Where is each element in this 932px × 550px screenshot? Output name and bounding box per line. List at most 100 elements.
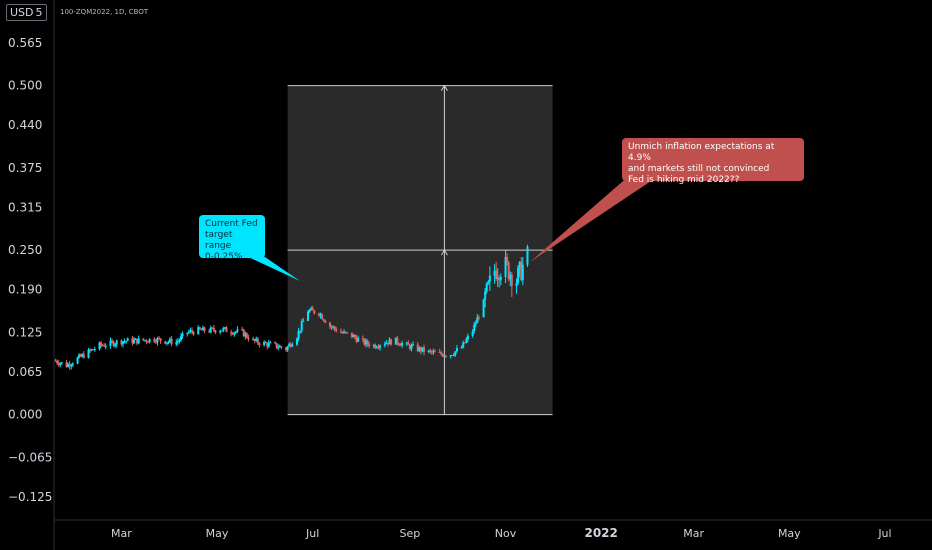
candle-body <box>465 339 468 343</box>
candle-body <box>200 329 203 331</box>
candle-body <box>289 344 292 347</box>
candle-body <box>438 352 441 354</box>
candle-body <box>109 340 112 346</box>
range-box <box>287 84 553 416</box>
candle-body <box>178 340 181 342</box>
candle-body <box>401 343 404 346</box>
currency-unit: 5 <box>35 6 43 19</box>
y-tick-label: −0.125 <box>8 490 52 504</box>
candle-body <box>220 330 223 332</box>
x-tick-label: Sep <box>400 527 421 540</box>
candle-body <box>299 330 302 332</box>
candle-body <box>394 337 397 345</box>
candle-body <box>397 343 400 345</box>
candle-body <box>412 344 415 346</box>
candle-body <box>266 343 269 347</box>
candle-body <box>455 348 458 352</box>
candle-body <box>498 277 501 281</box>
candle-body <box>386 342 389 345</box>
candle-body <box>488 275 491 282</box>
candle-body <box>147 341 150 343</box>
candle-body <box>222 328 225 331</box>
candle-body <box>419 347 422 352</box>
candle-body <box>407 342 410 345</box>
candle-body <box>114 344 117 346</box>
candle-body <box>214 330 217 333</box>
candle-body <box>90 349 93 351</box>
candle-body <box>121 341 124 345</box>
candle-body <box>507 262 510 280</box>
y-tick-label: 0.500 <box>8 79 42 93</box>
candle-body <box>451 355 454 357</box>
candle-body <box>416 344 419 351</box>
candle-body <box>408 344 411 349</box>
candle-body <box>244 333 247 337</box>
candle-body <box>164 341 167 344</box>
candle-body <box>375 347 378 349</box>
candle-body <box>68 363 71 367</box>
candle-body <box>383 343 386 346</box>
candle-body <box>111 340 114 342</box>
unmich-callout[interactable]: Unmich inflation expectations at 4.9% an… <box>622 138 804 185</box>
candle-body <box>280 346 283 348</box>
candle-body <box>201 327 204 331</box>
candle-body <box>267 342 270 347</box>
range-arrow-mid <box>440 249 448 256</box>
candle-body <box>57 363 60 365</box>
candle-body <box>443 355 446 357</box>
candle-body <box>433 351 436 353</box>
candle-body <box>258 343 261 345</box>
candle-body <box>372 344 375 347</box>
candle-body <box>100 342 103 346</box>
y-tick-label: 0.065 <box>8 365 42 379</box>
x-tick-label: Mar <box>683 527 704 540</box>
candle-body <box>319 314 322 316</box>
candle-body <box>300 321 303 331</box>
candle-body <box>65 362 68 368</box>
candle-body <box>98 342 101 349</box>
x-tick-label: Jul <box>305 527 319 540</box>
y-tick-label: 0.190 <box>8 283 42 297</box>
y-tick-label: 0.565 <box>8 36 42 50</box>
candle-body <box>189 330 192 332</box>
fed-target-callout[interactable]: Current Fed target range 0-0,25% <box>199 215 265 262</box>
candle-body <box>252 339 255 341</box>
candle-body <box>219 330 222 333</box>
candle-body <box>302 320 305 322</box>
candle-body <box>352 335 355 338</box>
candle-body <box>167 341 170 343</box>
candle-body <box>423 347 426 352</box>
candle-body <box>509 274 512 280</box>
candle-body <box>87 349 90 358</box>
candle-body <box>59 363 62 365</box>
candle-body <box>198 327 201 330</box>
candle-body <box>374 344 377 348</box>
candle-body <box>432 351 435 353</box>
candle-body <box>344 331 347 333</box>
candle-body <box>187 331 190 333</box>
candle-body <box>430 351 433 353</box>
candle-body <box>313 310 316 314</box>
candle-body <box>165 342 168 344</box>
candle-body <box>203 327 206 332</box>
candle-body <box>79 354 82 357</box>
candle-body <box>153 338 156 342</box>
candle-body <box>192 331 195 335</box>
candle-body <box>264 341 267 344</box>
candle-body <box>377 347 380 349</box>
currency-selector[interactable]: USD 5 <box>6 4 47 21</box>
candle-body <box>518 261 521 268</box>
candle-body <box>82 354 85 358</box>
candle-body <box>233 332 236 335</box>
candle-body <box>158 337 161 339</box>
candle-body <box>255 338 258 341</box>
candle-body <box>366 340 369 345</box>
candle-body <box>427 350 430 352</box>
candle-body <box>332 326 335 328</box>
candle-body <box>460 347 463 349</box>
candle-body <box>346 332 349 334</box>
candle-body <box>247 337 250 340</box>
candle-body <box>208 331 211 333</box>
candle-body <box>132 339 135 344</box>
